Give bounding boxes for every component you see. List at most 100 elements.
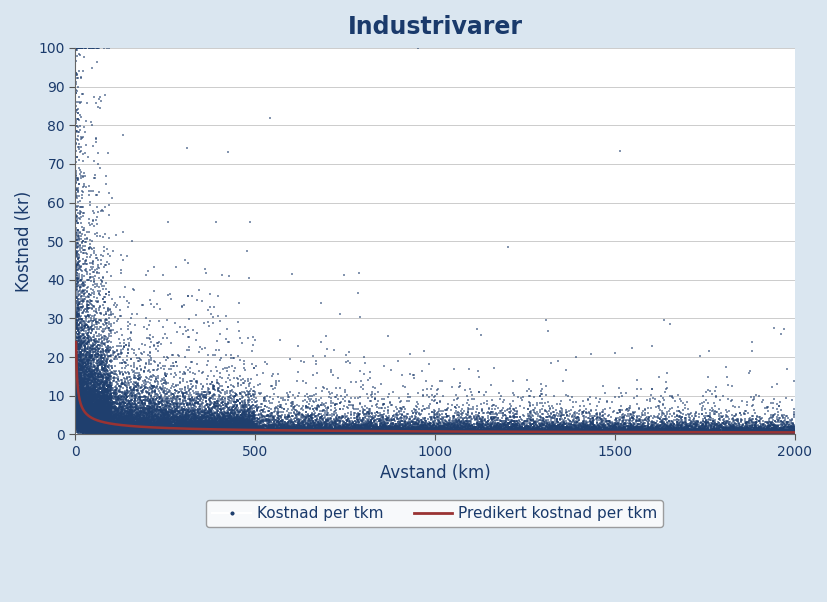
- Point: [81, 399, 94, 409]
- Point: [602, 429, 615, 439]
- Point: [686, 426, 700, 435]
- Point: [91, 424, 104, 433]
- Point: [726, 423, 739, 433]
- Point: [203, 425, 217, 435]
- Point: [444, 420, 457, 429]
- Point: [170, 406, 184, 416]
- Point: [184, 398, 197, 408]
- Point: [609, 428, 623, 438]
- Point: [313, 427, 327, 436]
- Point: [294, 424, 307, 434]
- Point: [562, 427, 576, 436]
- Point: [210, 425, 223, 435]
- Point: [523, 425, 536, 435]
- Point: [95, 393, 108, 402]
- Point: [562, 420, 576, 430]
- Point: [684, 429, 697, 439]
- Point: [100, 418, 113, 427]
- Point: [681, 424, 694, 434]
- Point: [715, 427, 729, 436]
- Point: [80, 388, 93, 397]
- Point: [471, 429, 484, 439]
- Point: [88, 410, 101, 420]
- Point: [196, 407, 209, 417]
- Point: [432, 423, 445, 432]
- Point: [686, 427, 700, 436]
- Point: [169, 429, 182, 438]
- Point: [159, 361, 172, 370]
- Point: [90, 426, 103, 435]
- Point: [72, 411, 85, 421]
- Point: [117, 422, 130, 432]
- Point: [427, 426, 440, 435]
- Point: [246, 424, 259, 434]
- Point: [686, 429, 699, 438]
- Point: [614, 427, 627, 437]
- Point: [174, 424, 187, 433]
- Point: [571, 424, 585, 434]
- Point: [180, 425, 194, 435]
- Point: [129, 403, 142, 412]
- Point: [776, 424, 789, 433]
- Point: [95, 424, 108, 433]
- Point: [96, 427, 109, 436]
- Point: [693, 429, 706, 438]
- Point: [79, 415, 92, 425]
- Point: [86, 420, 99, 430]
- Point: [182, 426, 195, 436]
- Point: [625, 428, 638, 438]
- Point: [134, 423, 147, 432]
- Point: [89, 420, 103, 430]
- Point: [484, 418, 497, 427]
- Point: [500, 414, 513, 424]
- Point: [103, 424, 117, 434]
- Point: [246, 427, 259, 437]
- Point: [115, 417, 128, 426]
- Point: [111, 424, 124, 434]
- Point: [132, 412, 146, 421]
- Point: [443, 417, 457, 427]
- Point: [472, 429, 485, 439]
- Point: [765, 429, 778, 439]
- Point: [733, 428, 746, 438]
- Point: [223, 427, 237, 437]
- Point: [74, 401, 87, 411]
- Point: [187, 414, 200, 423]
- Point: [166, 412, 179, 421]
- Point: [93, 397, 106, 406]
- Point: [147, 381, 160, 391]
- Point: [649, 418, 662, 428]
- Point: [699, 426, 712, 436]
- Point: [703, 426, 716, 435]
- Point: [222, 414, 236, 423]
- Point: [170, 427, 183, 437]
- Point: [200, 429, 213, 438]
- Point: [298, 426, 311, 435]
- Point: [239, 419, 252, 429]
- Point: [427, 427, 440, 436]
- Point: [733, 418, 746, 427]
- Point: [93, 427, 107, 436]
- Point: [246, 429, 259, 438]
- Point: [94, 413, 108, 423]
- Point: [637, 429, 650, 438]
- Point: [782, 425, 796, 435]
- Point: [181, 421, 194, 431]
- Point: [600, 429, 614, 439]
- Point: [237, 418, 251, 428]
- Point: [729, 429, 742, 438]
- Point: [130, 408, 143, 417]
- Point: [70, 413, 84, 423]
- Point: [520, 427, 533, 436]
- Point: [708, 420, 721, 430]
- Point: [345, 428, 358, 438]
- Point: [218, 414, 231, 423]
- Point: [329, 424, 342, 434]
- Point: [689, 429, 702, 438]
- Point: [586, 427, 599, 437]
- Point: [79, 417, 92, 427]
- Point: [355, 429, 368, 439]
- Point: [727, 423, 740, 432]
- Point: [131, 379, 144, 389]
- Point: [97, 425, 110, 435]
